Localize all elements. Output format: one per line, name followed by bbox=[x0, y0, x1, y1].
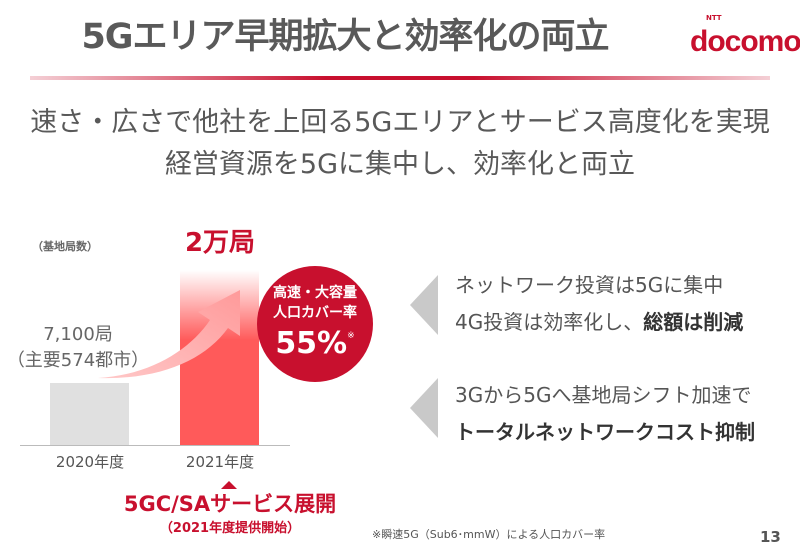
subtitle-line-1: 速さ・広さで他社を上回る5Gエリアとサービス高度化を実現 bbox=[30, 107, 770, 138]
point-2-line-1: 3Gから5Gへ基地局シフト加速で bbox=[455, 383, 752, 407]
page-title: 5Gエリア早期拡大と効率化の両立 bbox=[81, 17, 609, 57]
x-tick-2021: 2021年度 bbox=[185, 453, 255, 471]
point-1-line-2: 4G投資は効率化し、 bbox=[455, 310, 644, 334]
badge-line-2: 人口カバー率 bbox=[273, 305, 357, 321]
footnote: ※瞬速5G（Sub6･mmW）による人口カバー率 bbox=[372, 528, 606, 541]
badge-mark: ※ bbox=[347, 331, 355, 341]
logo-prefix: NTT bbox=[706, 14, 722, 22]
point-2-emphasis: トータルネットワークコスト抑制 bbox=[455, 420, 755, 444]
chevron-left-icon bbox=[410, 378, 438, 438]
badge-line-1: 高速・大容量 bbox=[273, 285, 357, 301]
page-number: 13 bbox=[760, 528, 781, 546]
docomo-logo: docomo bbox=[690, 25, 800, 58]
milestone-note: （2021年度提供開始） bbox=[159, 521, 301, 536]
title-divider bbox=[30, 76, 770, 80]
milestone-title: 5GC/SAサービス展開 bbox=[123, 492, 337, 516]
point-1-line-1: ネットワーク投資は5Gに集中 bbox=[455, 273, 724, 297]
badge-value: 55% bbox=[275, 326, 348, 361]
data-label-2020: 7,100局 bbox=[43, 324, 113, 345]
chevron-left-icon bbox=[410, 275, 438, 335]
x-tick-2020: 2020年度 bbox=[55, 453, 125, 471]
point-1-emphasis: 総額は削減 bbox=[643, 310, 744, 334]
data-label-2021: 2万局 bbox=[184, 228, 256, 258]
x-axis bbox=[20, 445, 290, 446]
bar-2020年度 bbox=[50, 382, 129, 445]
triangle-up-icon bbox=[221, 481, 237, 489]
growth-arrow-icon bbox=[98, 290, 240, 379]
coverage-badge: 高速・大容量 人口カバー率 55%※ bbox=[257, 266, 373, 382]
annotation-2020: （主要574都市） bbox=[6, 350, 150, 371]
subtitle-line-2: 経営資源を5Gに集中し、効率化と両立 bbox=[164, 149, 636, 180]
y-axis-label: （基地局数） bbox=[32, 240, 98, 253]
